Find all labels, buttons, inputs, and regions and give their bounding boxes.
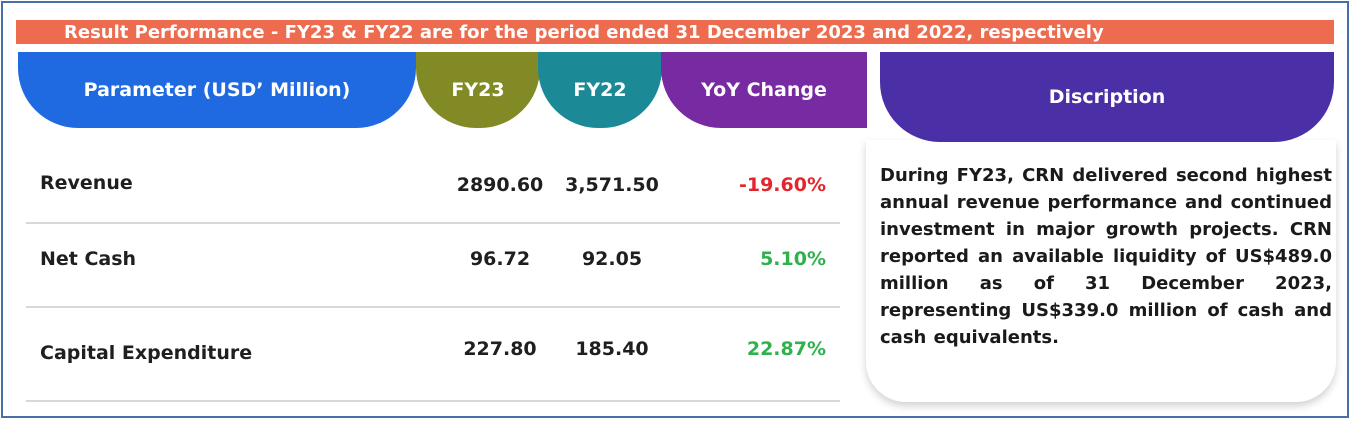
- row-fy22-value: 185.40: [575, 338, 649, 360]
- header-yoy-label: YoY Change: [701, 79, 827, 101]
- description-card: [866, 140, 1336, 402]
- row-yoy-value: -19.60%: [738, 174, 826, 196]
- header-description-label: Discription: [1048, 86, 1166, 108]
- panel-title: Result Performance - FY23 & FY22 are for…: [16, 20, 1334, 44]
- header-parameter-label: Parameter (USD’ Million): [83, 79, 351, 101]
- row-label: Revenue: [40, 172, 133, 194]
- header-fy22-label: FY22: [573, 79, 627, 101]
- description-text: During FY23, CRN delivered second highes…: [880, 165, 1332, 348]
- header-yoy-change: YoY Change: [661, 52, 867, 128]
- row-fy23-value: 227.80: [463, 338, 537, 360]
- table-row-capital-expenditure: Capital Expenditure 227.80 185.40 22.87%: [26, 308, 840, 402]
- header-fy23-label: FY23: [451, 79, 505, 101]
- row-label: Capital Expenditure: [40, 342, 253, 364]
- row-fy22-value: 3,571.50: [565, 174, 659, 196]
- row-yoy-value: 22.87%: [746, 338, 826, 360]
- header-description: Discription: [880, 52, 1334, 142]
- header-parameter: Parameter (USD’ Million): [18, 52, 416, 128]
- row-label: Net Cash: [40, 248, 137, 270]
- row-fy23-value: 96.72: [469, 248, 531, 270]
- table-row-net-cash: Net Cash 96.72 92.05 5.10%: [26, 224, 840, 308]
- row-fy23-value: 2890.60: [456, 174, 544, 196]
- row-yoy-value: 5.10%: [760, 248, 826, 270]
- table-row-revenue: Revenue 2890.60 3,571.50 -19.60%: [26, 140, 840, 224]
- row-fy22-value: 92.05: [581, 248, 643, 270]
